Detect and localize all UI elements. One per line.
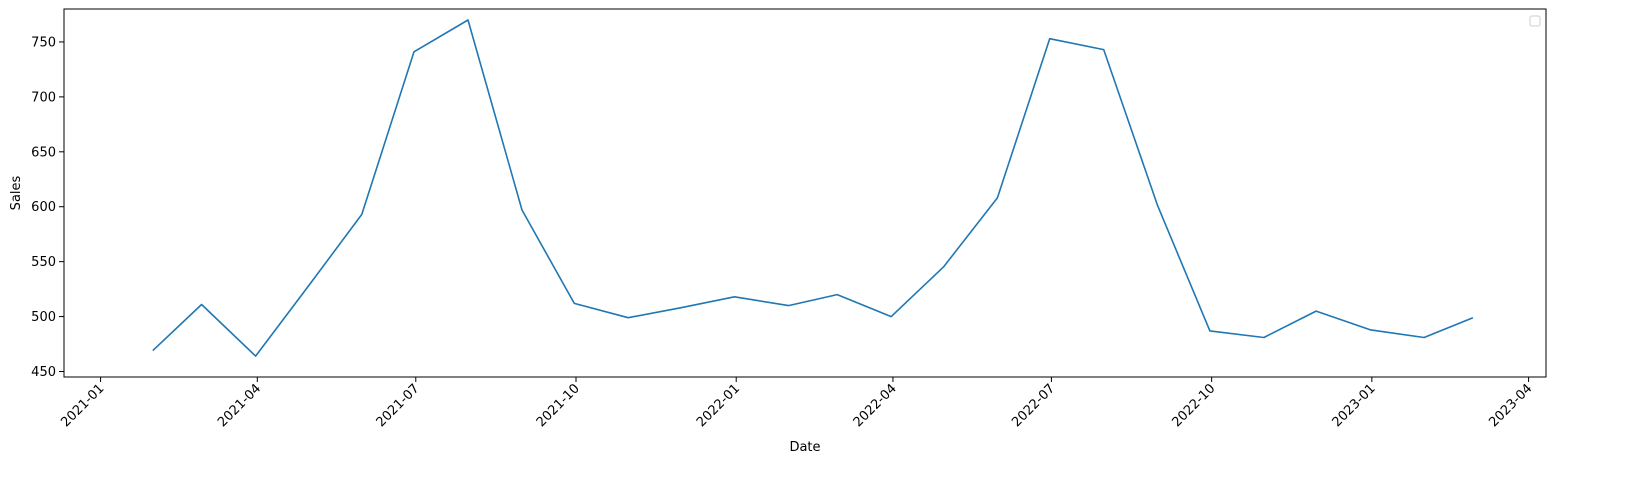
y-tick-label: 500	[31, 310, 56, 325]
y-tick-label: 650	[31, 145, 56, 160]
x-axis-label: Date	[789, 440, 820, 455]
y-tick-label: 750	[31, 35, 56, 50]
y-axis-label: Sales	[9, 175, 24, 210]
y-tick-label: 600	[31, 200, 56, 215]
y-tick-label: 700	[31, 90, 56, 105]
series-layer	[152, 19, 1474, 357]
series-line	[152, 19, 1474, 357]
plot-area-frame	[63, 8, 1547, 378]
legend-box	[1529, 15, 1541, 27]
y-tick-label: 550	[31, 255, 56, 270]
y-tick-label: 450	[31, 365, 56, 380]
